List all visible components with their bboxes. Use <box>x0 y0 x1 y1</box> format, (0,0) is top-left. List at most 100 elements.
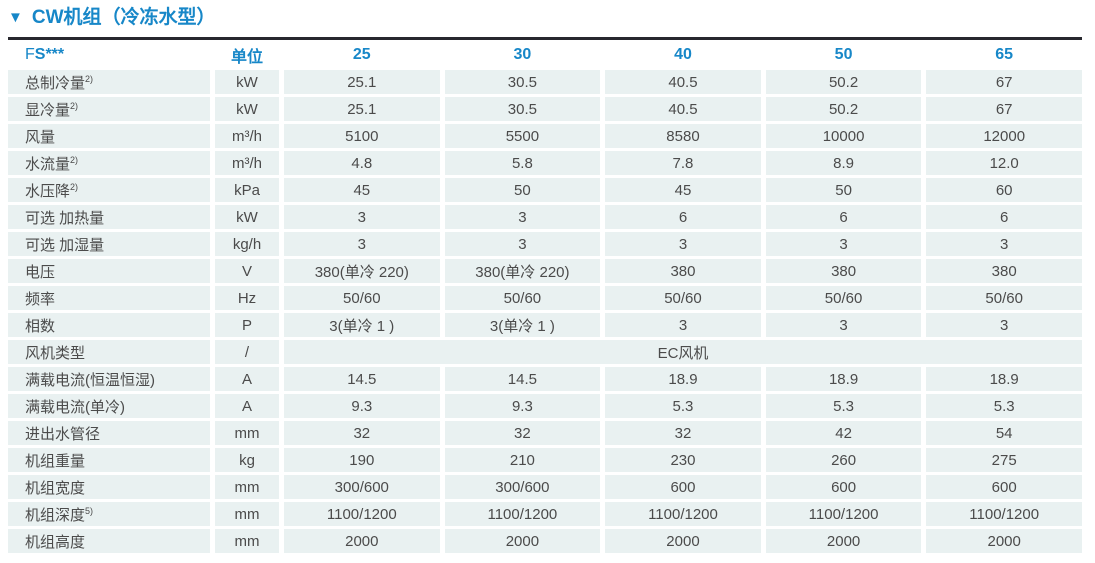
value-cell: 30.5 <box>444 97 601 121</box>
row-label: 显冷量2) <box>8 97 210 121</box>
value-cell: 380 <box>605 259 761 283</box>
table-row: 进出水管径 mm 32 32 32 42 54 <box>8 421 1082 445</box>
value-cell: 3 <box>284 232 440 256</box>
value-cell: 50/60 <box>444 286 601 310</box>
table-row: 机组宽度 mm 300/600 300/600 600 600 600 <box>8 475 1082 499</box>
value-cell: 600 <box>765 475 922 499</box>
size-column-header-30: 30 <box>444 43 601 67</box>
row-unit: kPa <box>215 178 279 202</box>
value-cell: 60 <box>926 178 1082 202</box>
row-label: 相数 <box>8 313 210 337</box>
footnote-ref: 2) <box>85 73 94 84</box>
row-unit: kW <box>215 70 279 94</box>
row-unit: mm <box>215 421 279 445</box>
value-cell: 5.3 <box>926 394 1082 418</box>
value-cell: 1100/1200 <box>444 502 601 526</box>
row-label: 总制冷量2) <box>8 70 210 94</box>
table-row: 风机类型 / EC风机 <box>8 340 1082 364</box>
value-cell: 600 <box>605 475 761 499</box>
value-cell: 2000 <box>926 529 1082 553</box>
value-cell: 2000 <box>444 529 601 553</box>
table-row: 相数 P 3(单冷 1 ) 3(单冷 1 ) 3 3 3 <box>8 313 1082 337</box>
model-series-header: FS*** <box>8 43 210 67</box>
row-unit: mm <box>215 529 279 553</box>
value-cell: 6 <box>926 205 1082 229</box>
value-cell: 3 <box>605 232 761 256</box>
value-cell: 300/600 <box>284 475 440 499</box>
row-label: 水压降2) <box>8 178 210 202</box>
table-row: 机组重量 kg 190 210 230 260 275 <box>8 448 1082 472</box>
table-row: 机组深度5) mm 1100/1200 1100/1200 1100/1200 1100/… <box>8 502 1082 526</box>
value-cell: 300/600 <box>444 475 601 499</box>
table-row: 可选 加热量 kW 3 3 6 6 6 <box>8 205 1082 229</box>
value-cell: 3 <box>765 232 922 256</box>
table-row: 显冷量2) kW 25.1 30.5 40.5 50.2 67 <box>8 97 1082 121</box>
value-cell: 12000 <box>926 124 1082 148</box>
table-row: 满载电流(恒温恒湿) A 14.5 14.5 18.9 18.9 18.9 <box>8 367 1082 391</box>
table-row: 电压 V 380(单冷 220) 380(单冷 220) 380 380 380 <box>8 259 1082 283</box>
value-cell: 1100/1200 <box>284 502 440 526</box>
value-cell: 1100/1200 <box>765 502 922 526</box>
value-cell: 210 <box>444 448 601 472</box>
row-unit: / <box>215 340 279 364</box>
value-cell: 1100/1200 <box>926 502 1082 526</box>
row-unit: kg/h <box>215 232 279 256</box>
spec-table-body: 总制冷量2) kW 25.1 30.5 40.5 50.2 67 显冷量2) kW 25.1 30.… <box>8 70 1082 553</box>
footnote-ref: 2) <box>70 181 79 192</box>
model-series-suffix: S*** <box>34 46 65 63</box>
row-label: 频率 <box>8 286 210 310</box>
table-row: 机组高度 mm 2000 2000 2000 2000 2000 <box>8 529 1082 553</box>
value-cell: 40.5 <box>605 70 761 94</box>
value-cell: 9.3 <box>284 394 440 418</box>
value-cell: 3 <box>444 232 601 256</box>
value-cell: 3 <box>765 313 922 337</box>
value-cell: 14.5 <box>284 367 440 391</box>
value-cell: 12.0 <box>926 151 1082 175</box>
table-row: 满载电流(单冷) A 9.3 9.3 5.3 5.3 5.3 <box>8 394 1082 418</box>
value-cell: 8.9 <box>765 151 922 175</box>
size-column-header-40: 40 <box>605 43 761 67</box>
value-cell: 18.9 <box>765 367 922 391</box>
value-cell: 380 <box>926 259 1082 283</box>
value-cell: 1100/1200 <box>605 502 761 526</box>
value-cell: 50/60 <box>284 286 440 310</box>
value-cell: 30.5 <box>444 70 601 94</box>
value-cell: 50.2 <box>765 97 922 121</box>
value-cell: 380(单冷 220) <box>444 259 601 283</box>
value-cell: 50 <box>444 178 601 202</box>
value-cell: 67 <box>926 70 1082 94</box>
row-unit: V <box>215 259 279 283</box>
size-column-header-25: 25 <box>284 43 440 67</box>
value-cell: 5500 <box>444 124 601 148</box>
row-unit: Hz <box>215 286 279 310</box>
value-cell: 18.9 <box>926 367 1082 391</box>
row-unit: kg <box>215 448 279 472</box>
value-cell: 42 <box>765 421 922 445</box>
value-cell: 32 <box>605 421 761 445</box>
row-label: 机组深度5) <box>8 502 210 526</box>
value-cell: 8580 <box>605 124 761 148</box>
value-cell: 3(单冷 1 ) <box>444 313 601 337</box>
value-cell: 3 <box>926 313 1082 337</box>
row-label: 电压 <box>8 259 210 283</box>
value-cell: 3 <box>284 205 440 229</box>
footnote-ref: 2) <box>70 154 79 165</box>
value-cell: 25.1 <box>284 70 440 94</box>
value-cell: 5.3 <box>765 394 922 418</box>
row-unit: mm <box>215 502 279 526</box>
table-row: 频率 Hz 50/60 50/60 50/60 50/60 50/60 <box>8 286 1082 310</box>
row-unit: A <box>215 367 279 391</box>
value-cell: 67 <box>926 97 1082 121</box>
value-cell: 3(单冷 1 ) <box>284 313 440 337</box>
value-cell: 4.8 <box>284 151 440 175</box>
row-unit: A <box>215 394 279 418</box>
value-cell: 40.5 <box>605 97 761 121</box>
value-cell: 5100 <box>284 124 440 148</box>
row-unit: kW <box>215 97 279 121</box>
value-cell: 380(单冷 220) <box>284 259 440 283</box>
size-column-header-50: 50 <box>765 43 922 67</box>
section-marker-icon: ▼ <box>8 9 23 26</box>
value-cell: 45 <box>284 178 440 202</box>
footnote-ref: 2) <box>70 100 79 111</box>
value-cell: 3 <box>605 313 761 337</box>
